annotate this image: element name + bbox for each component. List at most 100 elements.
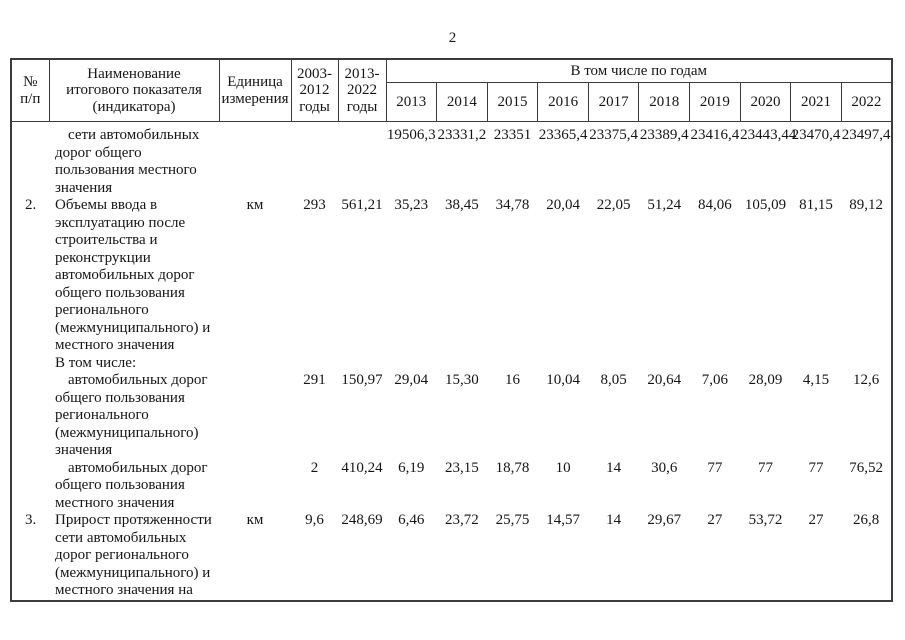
year-value-cell: 10,04 [546,372,580,388]
year-value-cell: 23416,4 [690,127,740,143]
year-value-cell: 16 [504,372,520,388]
year-value-cell: 23443,44 [740,127,797,143]
header-year: 2019 [689,82,741,122]
row-number-cell: 2. [25,197,37,213]
year-value-cell: 20,64 [647,372,682,388]
header-period-2013-2022: 2013- 2022 годы [337,58,387,122]
year-value-cell: 29,67 [647,512,682,528]
name-cell: автомобильных дорог общего пользования м… [55,459,208,511]
year-value-cell: 22,05 [596,197,631,213]
year-value-cell: 30,6 [651,459,678,476]
name-cell: автомобильных дорог общего пользования р… [55,372,208,458]
row-number-cell [11,460,49,513]
name-cell: Прирост протяженности сети автомобильных… [55,512,212,598]
year-value-cell: 25,75 [495,512,530,528]
year-value-cell: 53,72 [748,512,783,528]
header-unit: Единица измерения [218,58,292,122]
year-value-cell: 23389,4 [639,127,689,143]
year-value-cell: 27 [808,512,824,528]
header-year: 2018 [638,82,691,122]
header-period-2003-2012: 2003- 2012 годы [290,58,339,122]
year-value-cell: 29,04 [394,372,429,388]
unit-cell: км [246,512,264,528]
header-year: 2017 [587,82,640,122]
table-row: автомобильных дорог общего пользования р… [11,372,892,460]
header-year: 2015 [486,82,539,122]
year-value-cell: 34,78 [495,197,530,213]
table-row: автомобильных дорог общего пользования м… [11,460,892,513]
year-value-cell: 14 [606,459,622,476]
unit-cell [219,372,291,460]
year-value-cell: 12,6 [853,372,880,388]
year-value-cell: 23470,4 [791,127,841,143]
period2-cell: 150,97 [341,372,383,388]
year-value-cell: 4,15 [802,372,830,388]
year-value-cell: 6,19 [398,459,425,476]
period2-cell [338,122,386,198]
year-value-cell: 10 [555,459,571,476]
period1-cell [291,122,338,198]
period1-cell: 9,6 [305,512,324,528]
period2-cell: 561,21 [341,197,383,213]
header-year: 2022 [840,82,893,122]
year-value-cell: 14,57 [546,512,580,528]
year-value-cell: 51,24 [647,197,682,213]
table-row: 2. Объемы ввода в эксплуатацию после стр… [11,197,892,372]
row-number-cell [11,122,49,198]
row-number-cell: 3. [25,512,37,528]
table-header: № п/п Наименование итогового показателя … [10,58,893,122]
table-row: 3. Прирост протяженности сети автомобиль… [11,512,892,601]
year-value-cell: 20,04 [546,197,580,213]
header-years-group: В том числе по годам [385,58,893,83]
period2-cell: 248,69 [341,512,383,528]
header-year: 2014 [436,82,488,122]
year-value-cell: 19506,3 [386,127,436,143]
page-number: 2 [448,30,457,46]
unit-cell: км [246,197,264,213]
row-number-cell [11,372,49,460]
header-indicator-name: Наименование итогового показателя (индик… [48,58,220,122]
year-value-cell: 77 [808,459,824,476]
year-value-cell: 23365,4 [538,127,588,143]
year-value-cell: 89,12 [849,197,884,213]
year-value-cell: 18,78 [495,459,530,476]
table-body: сети автомобильных дорог общего пользова… [11,122,892,601]
year-value-cell: 105,09 [744,197,787,213]
year-value-cell: 26,8 [853,512,880,528]
unit-cell [219,460,291,513]
year-value-cell: 77 [707,459,723,476]
year-value-cell: 27 [707,512,723,528]
header-year: 2020 [739,82,792,122]
year-value-cell: 23351 [493,127,532,143]
period1-cell: 2 [310,459,319,476]
header-year: 2016 [537,82,589,122]
name-cell: Объемы ввода в эксплуатацию после строит… [55,197,211,371]
year-value-cell: 15,30 [445,372,479,388]
period1-cell: 291 [303,372,326,388]
year-value-cell: 8,05 [600,372,627,388]
year-value-cell: 6,46 [398,512,425,528]
year-value-cell: 23375,4 [589,127,639,143]
period1-cell: 293 [303,197,326,213]
year-value-cell: 28,09 [748,372,783,388]
year-value-cell: 81,15 [799,197,833,213]
header-year: 2013 [385,82,438,122]
year-value-cell: 77 [757,459,773,476]
year-value-cell: 23,72 [445,512,479,528]
year-value-cell: 76,52 [849,459,884,476]
year-value-cell: 84,06 [697,197,732,213]
name-cell: сети автомобильных дорог общего пользова… [55,127,200,196]
year-value-cell: 23331,2 [437,127,487,143]
unit-cell [219,122,291,198]
indicators-table: № п/п Наименование итогового показателя … [10,58,893,602]
year-value-cell: 14 [606,512,622,528]
year-value-cell: 38,45 [445,197,479,213]
period2-cell: 410,24 [341,459,383,476]
year-value-cell: 23,15 [445,459,479,476]
year-value-cell: 23497,4 [841,127,891,143]
year-value-cell: 35,23 [394,197,429,213]
header-year: 2021 [790,82,842,122]
year-value-cell: 7,06 [701,372,728,388]
table-row: сети автомобильных дорог общего пользова… [11,122,892,198]
